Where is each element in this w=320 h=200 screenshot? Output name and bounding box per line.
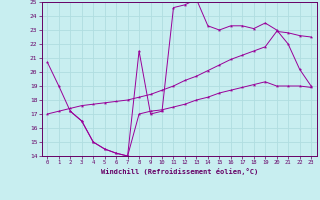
X-axis label: Windchill (Refroidissement éolien,°C): Windchill (Refroidissement éolien,°C)	[100, 168, 258, 175]
